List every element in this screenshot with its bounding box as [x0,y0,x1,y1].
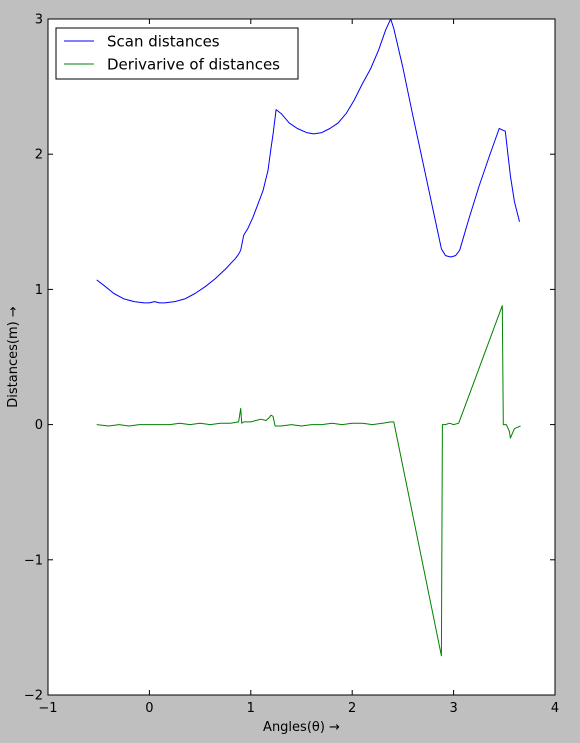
legend-label-scan-distances: Scan distances [107,33,220,51]
y-tick-label: 3 [35,13,43,28]
x-tick-label: −1 [38,701,57,716]
y-axis-label: Distances(m) → [6,306,21,408]
legend: Scan distances Derivarive of distances [55,27,299,80]
x-axis-label: Angles(θ) → [263,720,340,735]
series-line-1 [96,305,521,657]
x-tick-label: 2 [348,701,356,716]
x-tick-label: 3 [449,701,457,716]
series-layer [96,18,521,657]
x-tick-label: 1 [247,701,255,716]
y-tick-label: 1 [35,283,43,298]
y-tick-label: −1 [24,553,43,568]
legend-label-derivative: Derivarive of distances [107,56,280,74]
y-tick-label: 0 [35,418,43,433]
legend-box [55,27,299,80]
x-tick-label: 4 [551,701,559,716]
series-line-0 [96,18,520,304]
plot-frame [47,18,556,696]
plot-area [48,19,555,695]
y-tick-label: 2 [35,148,43,163]
y-tick-label: −2 [24,689,43,704]
x-tick-label: 0 [145,701,153,716]
